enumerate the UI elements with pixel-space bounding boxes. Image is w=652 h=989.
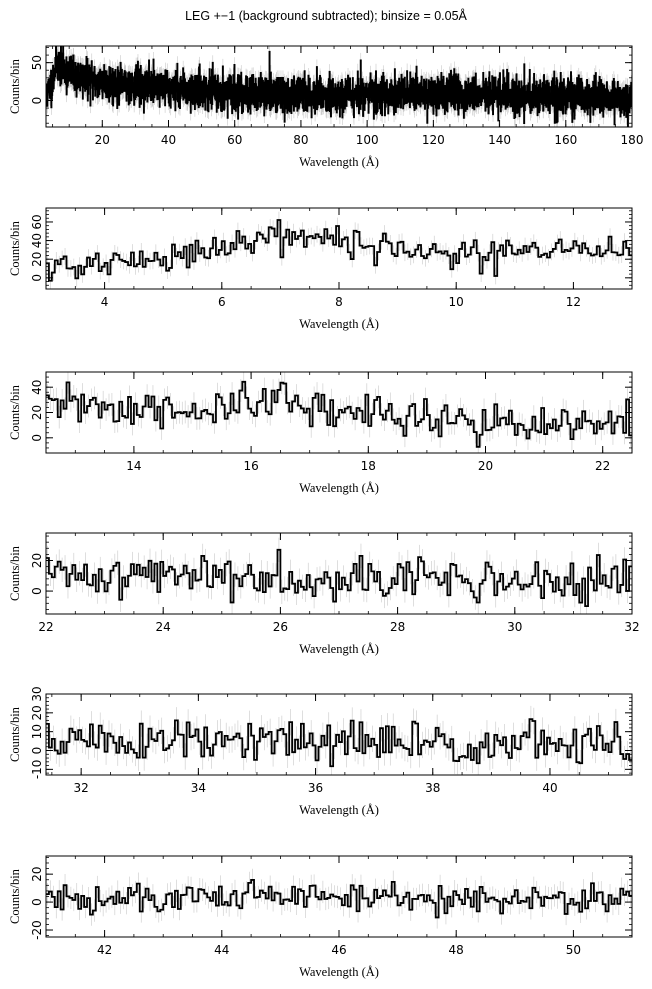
x-tick-label: 38: [425, 781, 440, 795]
spectrum-line: [46, 718, 632, 768]
x-tick-label: 40: [542, 781, 557, 795]
x-axis-label: Wavelength (Å): [299, 481, 379, 495]
y-tick-label: 60: [30, 214, 44, 229]
spectrum-panel-5: 32 34 36 38 40 -10 0 10 20 30 Wavelength (Å) Counts…: [8, 686, 633, 817]
x-tick-label: 28: [390, 620, 405, 634]
error-bars: [47, 211, 631, 289]
x-axis-label: Wavelength (Å): [299, 317, 379, 331]
x-tick-label: 80: [293, 133, 308, 147]
y-tick-label: 40: [30, 380, 44, 395]
x-tick-label: 36: [308, 781, 323, 795]
y-tick-label: 0: [30, 898, 44, 906]
x-axis-label: Wavelength (Å): [299, 965, 379, 979]
spectrum-panel-3: 14 16 18 20 22 0 20 40 Wavelength (Å) Counts/bin: [8, 371, 633, 495]
y-tick-label: 20: [30, 705, 44, 720]
spectrum-line: [46, 219, 632, 282]
x-tick-label: 50: [566, 943, 581, 957]
y-axis-label: Counts/bin: [8, 868, 22, 924]
x-tick-label: 140: [488, 133, 511, 147]
y-tick-label: -10: [30, 760, 44, 780]
y-tick-label: 50: [30, 55, 44, 70]
x-tick-label: 44: [214, 943, 229, 957]
x-tick-label: 20: [478, 459, 493, 473]
y-tick-label: 10: [30, 724, 44, 739]
x-tick-label: 46: [331, 943, 346, 957]
y-tick-label: 20: [30, 867, 44, 882]
spectrum-line: [46, 548, 632, 608]
x-tick-label: 8: [335, 295, 343, 309]
spectrum-line: [46, 380, 632, 448]
y-tick-label: 40: [30, 233, 44, 248]
y-tick-label: 0: [30, 434, 44, 442]
x-tick-label: 32: [624, 620, 639, 634]
x-tick-label: 160: [554, 133, 577, 147]
x-tick-label: 20: [95, 133, 110, 147]
x-tick-label: 10: [449, 295, 464, 309]
x-tick-label: 16: [243, 459, 258, 473]
y-axis-label: Counts/bin: [8, 58, 22, 114]
spectrum-panel-4: 22 24 26 28 30 32 0 20 Wavelength (Å) Counts/bin: [8, 532, 640, 656]
x-tick-label: 22: [38, 620, 53, 634]
y-axis-label: Counts/bin: [8, 384, 22, 440]
x-tick-label: 60: [227, 133, 242, 147]
spectrum-line: [46, 879, 632, 919]
y-tick-label: 0: [30, 747, 44, 755]
y-tick-label: 20: [30, 405, 44, 420]
x-tick-label: 180: [621, 133, 644, 147]
x-tick-label: 30: [507, 620, 522, 634]
spectrum-panel-1: 20 40 60 80 100 120 140 160 180 0 50 Wavelength (Å)…: [8, 45, 644, 169]
x-tick-label: 12: [566, 295, 581, 309]
x-tick-label: 22: [595, 459, 610, 473]
plot-frame: [45, 207, 633, 290]
spectrum-panel-6: 42 44 46 48 50 -20 0 20 Wavelength (Å) Counts/bin: [8, 855, 633, 979]
x-axis-label: Wavelength (Å): [299, 155, 379, 169]
x-tick-label: 6: [218, 295, 226, 309]
x-axis-label: Wavelength (Å): [299, 642, 379, 656]
y-axis-label: Counts/bin: [8, 545, 22, 601]
x-tick-label: 24: [156, 620, 171, 634]
plot-frame: [45, 45, 633, 128]
x-tick-label: 34: [191, 781, 206, 795]
x-tick-label: 32: [74, 781, 89, 795]
y-axis-label: Counts/bin: [8, 220, 22, 276]
x-tick-label: 120: [422, 133, 445, 147]
x-tick-label: 26: [273, 620, 288, 634]
x-tick-label: 4: [101, 295, 109, 309]
y-tick-label: 0: [30, 97, 44, 105]
x-tick-label: 14: [126, 459, 141, 473]
plot-frame: [45, 693, 633, 776]
spectrum-line: [46, 46, 632, 127]
y-tick-label: 20: [30, 252, 44, 267]
x-axis-label: Wavelength (Å): [299, 803, 379, 817]
x-tick-label: 48: [449, 943, 464, 957]
y-tick-label: 30: [30, 686, 44, 701]
x-tick-label: 18: [361, 459, 376, 473]
x-tick-label: 42: [97, 943, 112, 957]
y-tick-label: 0: [30, 274, 44, 282]
figure-title: LEG +−1 (background subtracted); binsize…: [185, 9, 467, 23]
x-tick-label: 40: [161, 133, 176, 147]
spectrum-panel-2: 4 6 8 10 12 0 20 40 60 Wavelength (Å) Counts/bin: [8, 207, 633, 331]
y-axis-label: Counts/bin: [8, 706, 22, 762]
y-tick-label: 20: [30, 553, 44, 568]
y-tick-label: 0: [30, 587, 44, 595]
y-tick-label: -20: [30, 920, 44, 940]
x-tick-label: 100: [356, 133, 379, 147]
